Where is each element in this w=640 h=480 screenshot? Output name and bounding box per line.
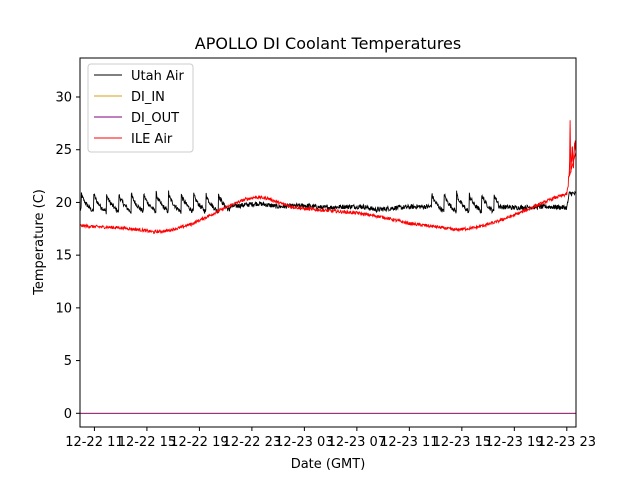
x-tick-label: 12-22 15 — [118, 435, 176, 450]
legend: Utah Air DI_IN DI_OUT ILE Air — [87, 63, 194, 153]
x-tick-label: 12-23 11 — [380, 435, 438, 450]
legend-label-utah-air: Utah Air — [131, 69, 184, 84]
y-tick-label: 0 — [64, 407, 72, 422]
legend-label-ile-air: ILE Air — [131, 132, 173, 147]
x-tick-label: 12-23 19 — [485, 435, 543, 450]
series-line-ile-air — [80, 120, 576, 235]
x-tick-label: 12-22 11 — [65, 435, 123, 450]
plot-frame — [79, 57, 577, 428]
chart-title: APOLLO DI Coolant Temperatures — [195, 34, 461, 53]
series-layer — [80, 120, 576, 414]
x-tick-label: 12-23 03 — [275, 435, 333, 450]
y-tick-label: 15 — [55, 249, 72, 264]
y-tick-label: 10 — [55, 301, 72, 316]
legend-label-di-out: DI_OUT — [131, 111, 179, 126]
x-tick-label: 12-23 07 — [328, 435, 386, 450]
y-tick-label: 25 — [55, 143, 72, 158]
y-axis: 0 5 10 15 20 25 30 — [55, 91, 80, 422]
x-tick-label: 12-22 23 — [223, 435, 281, 450]
legend-label-di-in: DI_IN — [131, 90, 165, 105]
x-tick-label: 12-22 19 — [170, 435, 228, 450]
y-tick-label: 5 — [64, 354, 72, 369]
x-tick-label: 12-23 23 — [538, 435, 596, 450]
y-tick-label: 30 — [55, 91, 72, 106]
y-tick-label: 20 — [55, 196, 72, 211]
x-tick-label: 12-23 15 — [433, 435, 491, 450]
x-axis-label: Date (GMT) — [291, 457, 366, 472]
y-axis-label: Temperature (C) — [32, 189, 47, 296]
legend-box — [87, 63, 194, 153]
